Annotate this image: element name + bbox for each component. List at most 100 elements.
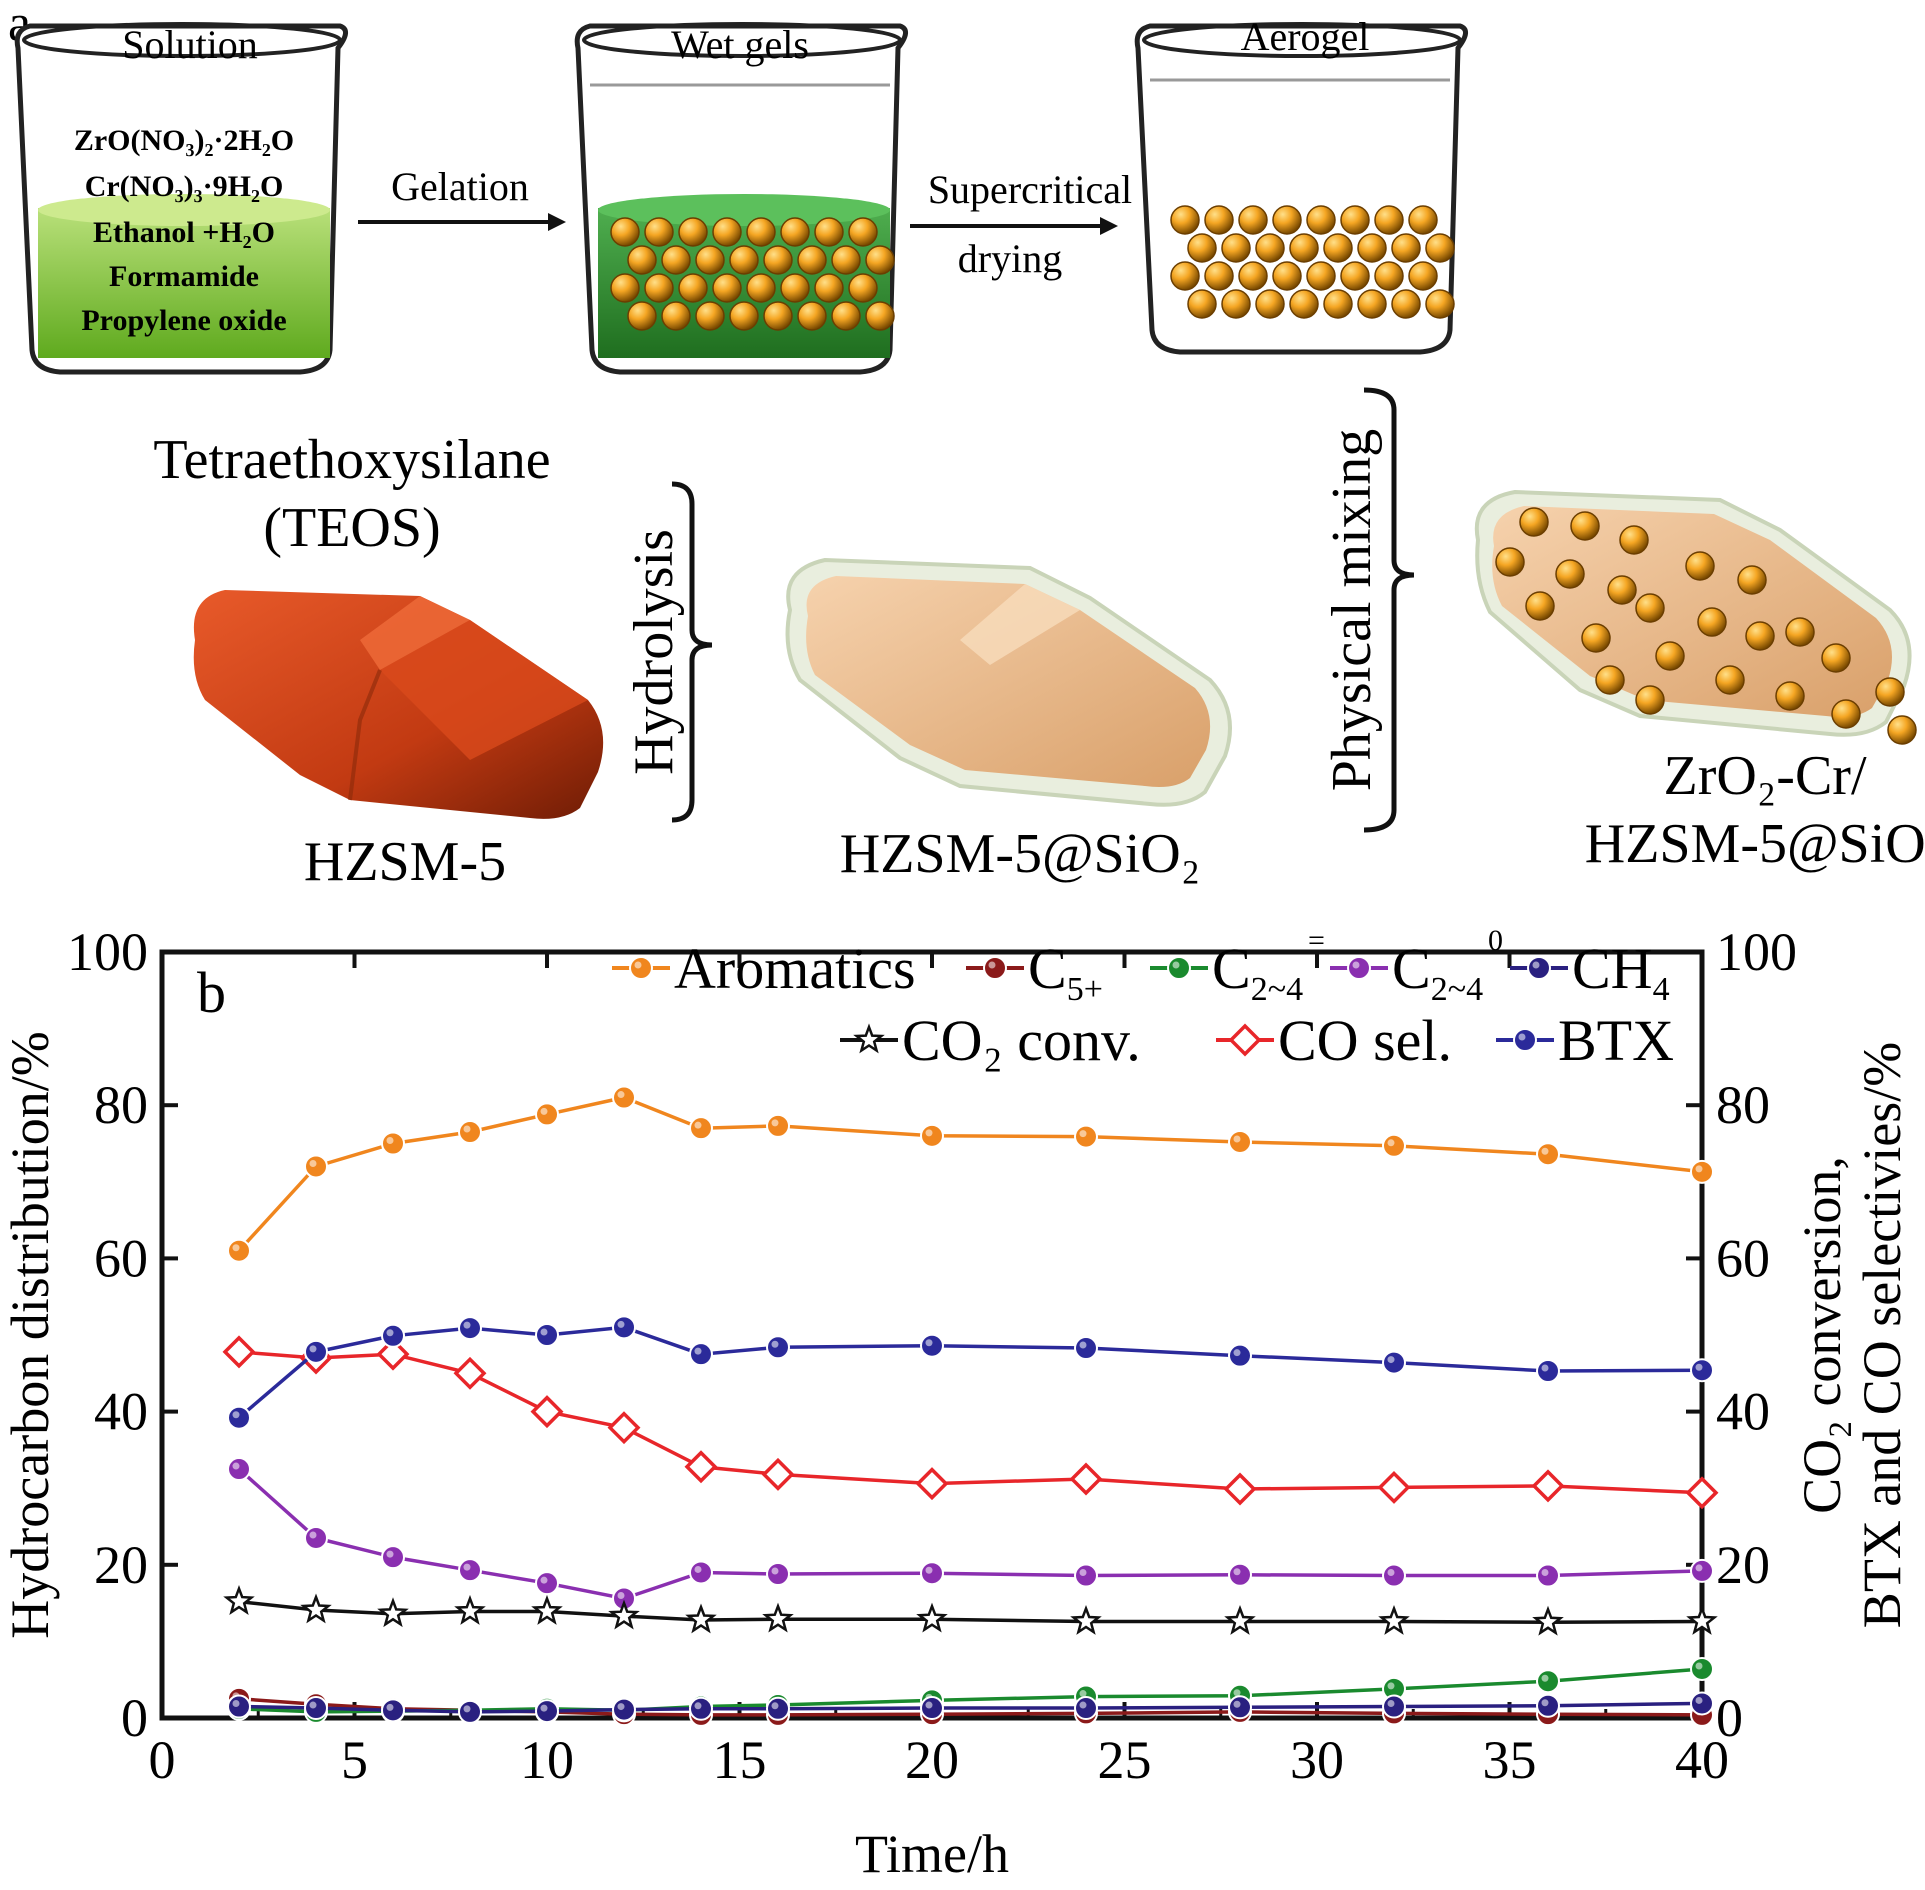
solution-content-5: Propylene oxide xyxy=(81,304,286,337)
data-point-7 xyxy=(1690,1358,1714,1383)
data-point-4 xyxy=(535,1699,559,1724)
aerogel-sphere xyxy=(1340,205,1370,235)
hzsm5-crystal xyxy=(193,590,604,819)
aerogel-sphere xyxy=(1323,289,1353,319)
data-point-0 xyxy=(612,1085,636,1110)
aerogel-sphere xyxy=(1272,205,1302,235)
gel-sphere xyxy=(729,301,759,331)
physical-mixing-label: Physical mixing xyxy=(1321,429,1383,791)
composite-sphere xyxy=(1745,621,1775,651)
data-point-5 xyxy=(685,1603,717,1634)
gel-sphere xyxy=(627,301,657,331)
data-point-7 xyxy=(689,1342,713,1367)
series-5 xyxy=(223,1585,1718,1636)
composite-sphere xyxy=(1595,665,1625,695)
solution-content-4: Formamide xyxy=(109,260,259,293)
data-point-5 xyxy=(300,1593,332,1624)
gel-sphere xyxy=(848,217,878,247)
data-point-4-shine xyxy=(1695,1696,1703,1704)
data-point-0-shine xyxy=(1541,1147,1549,1155)
data-point-3 xyxy=(381,1545,405,1570)
composite-sphere xyxy=(1831,699,1861,729)
aerogel-sphere xyxy=(1408,261,1438,291)
data-point-3-shine xyxy=(309,1531,317,1539)
aerogel-sphere xyxy=(1255,233,1285,263)
x-tick-label: 5 xyxy=(341,1730,368,1790)
composite-sphere xyxy=(1821,643,1851,673)
data-point-3-shine xyxy=(386,1550,394,1558)
gel-sphere xyxy=(746,273,776,303)
data-point-7-shine xyxy=(386,1329,394,1337)
aerogel-sphere xyxy=(1408,205,1438,235)
supercritical-label: Supercritical xyxy=(928,167,1132,212)
data-point-6 xyxy=(1377,1470,1411,1504)
data-point-3-shine xyxy=(1387,1569,1395,1577)
y-axis-label-right-2: BTX and CO selectivies/% xyxy=(1852,1042,1912,1628)
data-point-7-shine xyxy=(463,1321,471,1329)
data-point-2-shine xyxy=(1695,1662,1703,1670)
data-point-3-shine xyxy=(540,1576,548,1584)
data-point-4-shine xyxy=(617,1703,625,1711)
data-point-3 xyxy=(1690,1558,1714,1583)
series-0 xyxy=(227,1085,1714,1263)
aerogel-sphere xyxy=(1425,233,1455,263)
data-point-6 xyxy=(222,1335,256,1369)
data-point-6 xyxy=(1685,1476,1719,1510)
legend-marker xyxy=(1228,1023,1262,1057)
gel-sphere xyxy=(644,217,674,247)
data-point-5 xyxy=(377,1597,409,1628)
x-tick-label: 40 xyxy=(1675,1730,1729,1790)
data-point-2 xyxy=(1690,1656,1714,1681)
aerogel-sphere xyxy=(1374,261,1404,291)
data-point-4-shine xyxy=(1233,1700,1241,1708)
data-point-4-shine xyxy=(771,1702,779,1710)
gel-sphere xyxy=(763,301,793,331)
data-point-7 xyxy=(304,1339,328,1364)
data-point-7 xyxy=(535,1323,559,1347)
data-point-7-shine xyxy=(771,1340,779,1348)
hzsm5-label: HZSM-5 xyxy=(304,831,506,893)
data-point-0 xyxy=(1382,1133,1406,1158)
data-point-3-shine xyxy=(1079,1569,1087,1577)
composite-sphere xyxy=(1495,547,1525,577)
aerogel-sphere xyxy=(1306,205,1336,235)
data-point-7 xyxy=(1536,1359,1560,1384)
data-point-4 xyxy=(304,1696,328,1721)
x-axis-label: Time/h xyxy=(855,1824,1009,1884)
data-point-7 xyxy=(458,1316,482,1341)
composite-sphere xyxy=(1555,559,1585,589)
legend-label: BTX xyxy=(1558,1008,1674,1073)
gel-sphere xyxy=(814,273,844,303)
data-point-4-shine xyxy=(386,1703,394,1711)
data-point-7-shine xyxy=(1079,1341,1087,1349)
x-tick-label: 0 xyxy=(149,1730,176,1790)
data-point-4-shine xyxy=(232,1700,240,1708)
legend-label: C2~4 xyxy=(1212,936,1303,1008)
composite-sphere xyxy=(1875,677,1905,707)
legend-label: CH4 xyxy=(1572,936,1670,1008)
gel-sphere xyxy=(763,245,793,275)
data-point-0 xyxy=(458,1120,482,1145)
data-point-6 xyxy=(530,1395,564,1429)
composite-sphere xyxy=(1619,525,1649,555)
physical-mixing-bracket: Physical mixing xyxy=(1321,387,1415,833)
solution-liquid xyxy=(38,208,330,358)
composite-sphere xyxy=(1635,593,1665,623)
gel-sphere xyxy=(797,245,827,275)
data-point-7-shine xyxy=(694,1347,702,1355)
data-point-0 xyxy=(1228,1129,1252,1154)
data-point-7 xyxy=(1228,1343,1252,1368)
series-7 xyxy=(227,1315,1714,1430)
y-tick-label-left: 60 xyxy=(94,1228,148,1288)
data-point-0-shine xyxy=(694,1121,702,1129)
legend-marker-shine xyxy=(1172,961,1180,969)
data-point-4 xyxy=(1074,1696,1098,1721)
y-axis-label-left: Hydrocarbon distribution/% xyxy=(0,1031,60,1638)
legend-superscript: 0 xyxy=(1488,924,1503,957)
gel-sphere xyxy=(644,273,674,303)
aerogel-title: Aerogel xyxy=(1241,14,1370,59)
x-tick-label: 25 xyxy=(1098,1730,1152,1790)
aerogel-sphere xyxy=(1204,261,1234,291)
data-point-3 xyxy=(1536,1563,1560,1588)
y-tick-label-right: 0 xyxy=(1716,1688,1743,1748)
